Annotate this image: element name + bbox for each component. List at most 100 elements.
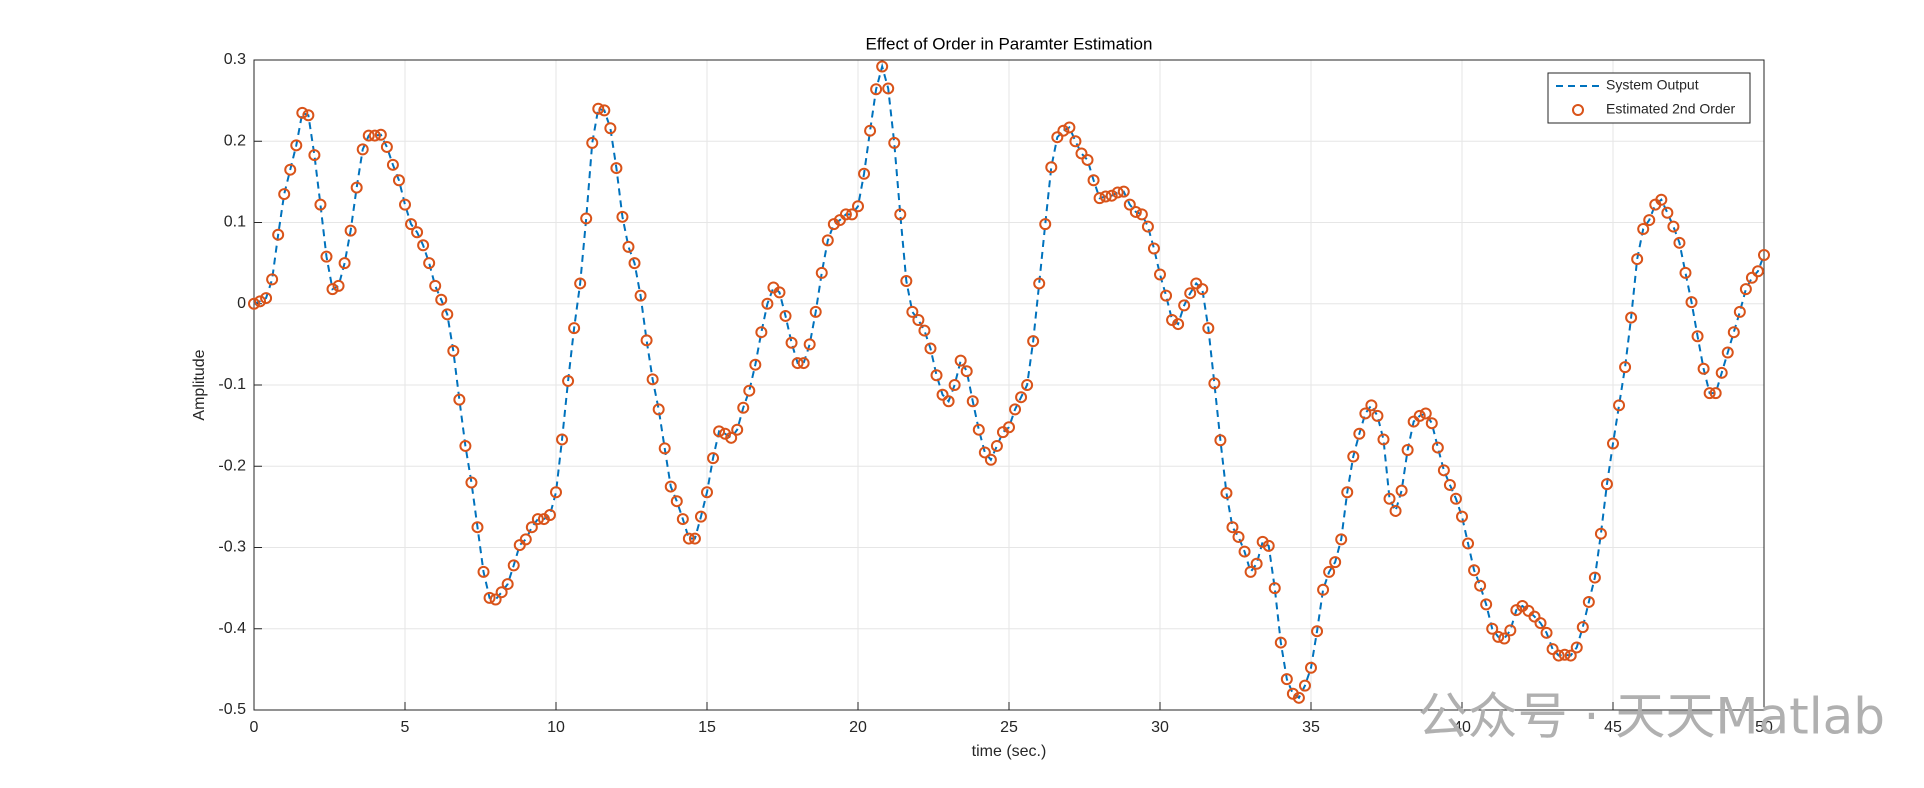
data-point — [1160, 289, 1173, 302]
data-point — [1588, 571, 1601, 584]
data-point — [1413, 409, 1426, 422]
data-point — [1033, 277, 1046, 290]
data-point — [1117, 185, 1130, 198]
data-point — [1317, 583, 1330, 596]
data-point — [356, 143, 369, 156]
data-point — [918, 324, 931, 337]
data-point — [1709, 387, 1722, 400]
data-point — [399, 198, 411, 211]
data-point — [507, 559, 520, 572]
y-tick-label: 0.3 — [224, 51, 246, 68]
data-point — [1009, 403, 1022, 416]
data-point — [664, 480, 677, 493]
data-point — [858, 167, 871, 180]
data-point — [1172, 318, 1185, 331]
data-point — [876, 60, 889, 73]
data-point — [254, 295, 267, 308]
data-point — [296, 106, 309, 119]
data-point — [1570, 641, 1583, 654]
data-point — [1341, 486, 1354, 499]
data-point — [670, 495, 683, 508]
data-point — [1733, 305, 1746, 318]
x-axis-label: time (sec.) — [972, 743, 1047, 760]
data-point — [1745, 271, 1758, 284]
data-point — [1619, 361, 1632, 374]
data-point — [1449, 492, 1462, 505]
data-point — [1359, 407, 1372, 420]
data-point — [1311, 625, 1324, 638]
data-point — [1123, 198, 1136, 211]
data-point — [1003, 421, 1015, 434]
data-point — [1262, 539, 1275, 552]
data-point — [1292, 691, 1305, 704]
data-point — [610, 162, 623, 175]
data-point — [1474, 579, 1487, 592]
data-point — [1075, 147, 1088, 160]
data-point — [1214, 434, 1227, 447]
data-point — [1280, 673, 1293, 686]
data-point — [429, 279, 442, 292]
data-point — [435, 293, 448, 306]
data-point — [248, 297, 260, 310]
data-point — [543, 509, 556, 521]
data-point — [1305, 661, 1317, 674]
data-point — [1154, 268, 1166, 281]
data-line — [253, 62, 1765, 700]
data-point — [320, 250, 333, 263]
data-point — [1727, 326, 1740, 339]
data-point — [1721, 346, 1734, 359]
data-point — [1250, 557, 1263, 570]
data-point — [682, 532, 695, 545]
data-point — [1751, 265, 1764, 278]
data-point — [1208, 377, 1221, 390]
x-tick-label: 25 — [1000, 719, 1018, 736]
data-point — [845, 208, 858, 221]
data-point — [1395, 484, 1408, 497]
data-point — [332, 279, 345, 292]
data-point — [1274, 636, 1287, 649]
y-tick-label: -0.2 — [218, 457, 246, 474]
legend-label: System Output — [1606, 77, 1699, 93]
data-point — [852, 200, 864, 213]
data-point — [1129, 205, 1142, 218]
data-point — [278, 188, 291, 201]
data-point — [284, 163, 297, 176]
data-point — [592, 102, 605, 115]
data-point — [640, 334, 653, 347]
data-point — [1057, 124, 1070, 137]
y-tick-label: 0.2 — [224, 132, 246, 149]
data-point — [1244, 565, 1257, 578]
data-point — [815, 266, 828, 279]
data-point — [1456, 510, 1468, 523]
data-point — [1637, 223, 1650, 235]
data-point — [894, 208, 907, 221]
data-point — [447, 344, 460, 357]
data-point — [1353, 427, 1366, 440]
data-point — [1576, 621, 1589, 634]
data-point — [942, 395, 955, 408]
data-point — [701, 486, 713, 499]
data-point — [1045, 161, 1058, 174]
y-tick-label: -0.3 — [218, 539, 246, 556]
axes-box — [253, 59, 1765, 711]
data-point — [1365, 399, 1378, 412]
data-point — [598, 104, 611, 117]
data-point — [1655, 193, 1668, 206]
data-point — [1268, 582, 1281, 595]
data-point — [380, 140, 393, 153]
data-point — [1667, 220, 1680, 233]
data-point — [882, 82, 895, 95]
data-point — [713, 425, 726, 438]
data-point — [441, 308, 454, 321]
x-tick-label: 0 — [250, 719, 259, 736]
data-point — [1298, 679, 1311, 692]
data-point — [707, 452, 720, 465]
data-point — [785, 336, 798, 349]
data-point — [550, 486, 562, 499]
data-point — [471, 521, 484, 534]
data-point — [1739, 283, 1752, 296]
data-point — [368, 129, 381, 142]
data-point — [870, 83, 883, 96]
data-point — [519, 533, 532, 546]
